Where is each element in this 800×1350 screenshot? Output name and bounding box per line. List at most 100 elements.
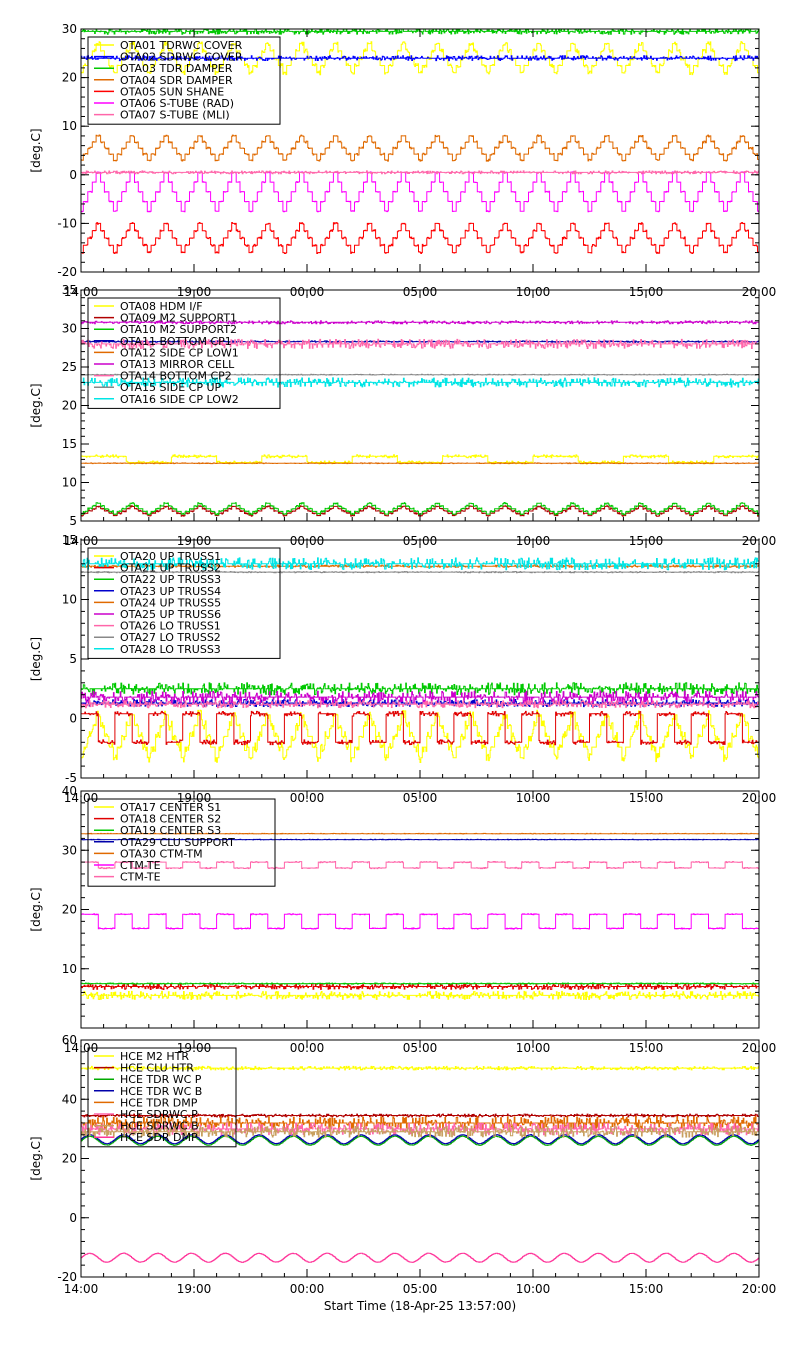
- series-line-9: [81, 557, 759, 571]
- y-tick-label: 20: [62, 71, 77, 85]
- legend-label: OTA02 SDRWC COVER: [120, 51, 243, 64]
- y-tick-label: 60: [62, 1033, 77, 1047]
- y-tick-label: 20: [62, 399, 77, 413]
- legend-box: [87, 798, 276, 887]
- legend-label: OTA20 UP TRUSS1: [120, 550, 221, 563]
- legend-label: HCE CLU HTR: [120, 1062, 194, 1075]
- legend-label: OTA13 MIRROR CELL: [120, 358, 235, 371]
- legend-label: HCE M2 HTR: [120, 1050, 189, 1063]
- series-line-4: [81, 340, 759, 343]
- series-line-8: [81, 373, 759, 376]
- legend-label: OTA23 UP TRUSS4: [120, 585, 221, 598]
- y-tick-label: 10: [62, 119, 77, 133]
- y-axis-label: [deg.C]: [29, 383, 43, 427]
- series-line-3: [81, 982, 759, 985]
- series-line-5: [81, 832, 759, 835]
- series-line-1: [81, 709, 759, 763]
- legend-label: OTA01 TDRWC COVER: [120, 39, 243, 52]
- chart-panel-5: -20 0 20 40 60 14:00 19:00 00:00 05:00 10:00 15:00…: [29, 1033, 776, 1296]
- legend-label: OTA16 SIDE CP LOW2: [120, 393, 239, 406]
- series-line-8: [81, 1252, 759, 1263]
- y-tick-label: 10: [62, 962, 77, 976]
- y-tick-label: -10: [57, 216, 77, 230]
- legend-label: HCE SDRWC P: [120, 1108, 198, 1121]
- x-axis-label: Start Time (18-Apr-25 13:57:00): [324, 1299, 516, 1313]
- y-tick-label: 0: [69, 712, 77, 726]
- legend-label: OTA14 BOTTOM CP2: [120, 370, 232, 383]
- y-tick-label: 10: [62, 476, 77, 490]
- y-tick-label: 15: [62, 437, 77, 451]
- series-line-7: [81, 700, 759, 709]
- series-line-5: [81, 222, 759, 254]
- series-line-3: [81, 502, 759, 516]
- legend-label: OTA30 CTM-TM: [120, 847, 203, 860]
- legend-box: [87, 36, 281, 125]
- series-line-9: [81, 377, 759, 388]
- y-tick-label: 30: [62, 22, 77, 36]
- series-line-1: [81, 990, 759, 1000]
- series-line-2: [81, 1113, 759, 1118]
- legend-label: HCE SDRWC B: [120, 1120, 199, 1133]
- y-tick-label: 0: [69, 1211, 77, 1225]
- legend-label: OTA29 CLU SUPPORT: [120, 836, 235, 849]
- series-line-7: [81, 170, 759, 175]
- series-line-8: [81, 571, 759, 574]
- legend-label: OTA03 TDR DAMPER: [120, 62, 233, 75]
- legend-label: OTA12 SIDE CP LOW1: [120, 346, 239, 359]
- legend-label: OTA26 LO TRUSS1: [120, 620, 221, 633]
- legend-label: OTA25 UP TRUSS6: [120, 608, 221, 621]
- legend-label: OTA17 CENTER S1: [120, 801, 221, 814]
- series-line-1: [81, 454, 759, 465]
- legend-label: OTA07 S-TUBE (MLI): [120, 109, 230, 122]
- series-lines: [81, 557, 759, 763]
- series-line-1: [81, 41, 759, 76]
- series-lines: [81, 1065, 759, 1263]
- x-tick-label: 05:00: [403, 1282, 438, 1296]
- series-line-1: [81, 1065, 759, 1071]
- legend-box: [87, 297, 281, 409]
- y-axis-label: [deg.C]: [29, 637, 43, 681]
- series-line-3: [81, 1135, 759, 1146]
- series-line-7: [81, 338, 759, 349]
- y-tick-label: 15: [62, 533, 77, 547]
- y-tick-label: -20: [57, 1270, 77, 1284]
- legend-label: CTM-TE: [120, 859, 161, 872]
- legend-label: OTA28 LO TRUSS3: [120, 643, 221, 656]
- y-tick-label: 5: [69, 514, 77, 528]
- legend-label: OTA08 HDM I/F: [120, 300, 203, 313]
- y-tick-label: 30: [62, 843, 77, 857]
- series-line-6: [81, 171, 759, 213]
- legend-label: OTA06 S-TUBE (RAD): [120, 97, 234, 110]
- y-tick-label: 0: [69, 168, 77, 182]
- series-line-6: [81, 320, 759, 325]
- y-tick-label: -5: [65, 771, 77, 785]
- legend-label: OTA18 CENTER S2: [120, 813, 221, 826]
- y-tick-label: 40: [62, 784, 77, 798]
- legend-label: CTM-TE: [120, 871, 161, 884]
- y-tick-label: 20: [62, 903, 77, 917]
- legend-box: [87, 547, 281, 659]
- x-tick-label: 19:00: [177, 1282, 212, 1296]
- legend-label: OTA04 SDR DAMPER: [120, 74, 233, 87]
- legend-label: OTA11 BOTTOM CP1: [120, 335, 232, 348]
- y-axis-label: [deg.C]: [29, 1136, 43, 1180]
- y-axis-label: [deg.C]: [29, 887, 43, 931]
- y-tick-label: 10: [62, 593, 77, 607]
- series-line-2: [81, 505, 759, 517]
- y-tick-label: 25: [62, 360, 77, 374]
- x-tick-label: 10:00: [516, 1282, 551, 1296]
- series-line-3: [81, 682, 759, 696]
- series-lines: [81, 320, 759, 517]
- series-line-4: [81, 134, 759, 162]
- y-axis-label: [deg.C]: [29, 128, 43, 172]
- series-line-2: [81, 55, 759, 62]
- x-tick-label: 14:00: [64, 1282, 99, 1296]
- legend-label: HCE TDR DMP: [120, 1096, 198, 1109]
- series-line-4: [81, 838, 759, 841]
- series-line-6: [81, 690, 759, 704]
- legend-label: OTA27 LO TRUSS2: [120, 631, 221, 644]
